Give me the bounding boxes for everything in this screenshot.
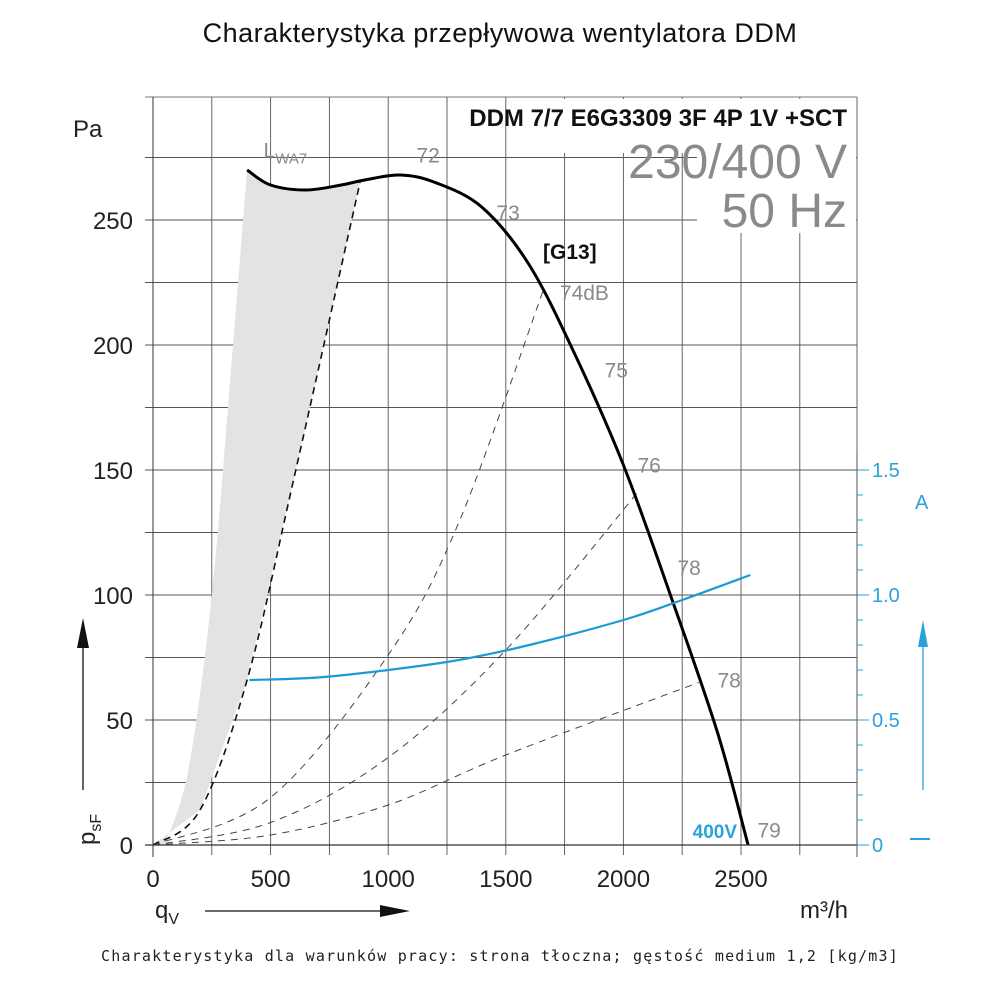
x-unit-label: m³/h (800, 897, 848, 924)
x-axis-label: qV (155, 897, 179, 928)
y2-tick-label: 0.5 (872, 710, 900, 732)
voltage-label: 230/400 V (628, 136, 847, 189)
y2-tick-label: 1.0 (872, 585, 900, 607)
sound-level-label: 72 (416, 145, 439, 168)
y-tick-label: 250 (93, 208, 133, 235)
system-curves (152, 182, 699, 846)
y2-tick-label: 1.5 (872, 460, 900, 482)
current-curve-line (249, 573, 751, 682)
y-axis-symbol: p (74, 832, 101, 845)
sound-level-text: 74dB (560, 282, 609, 305)
y-tick-label: 50 (106, 708, 133, 735)
sound-level-text: 76 (638, 455, 661, 478)
sound-level-label: 78 (717, 670, 740, 693)
y-tick-label: 0 (120, 833, 133, 860)
system-curve-line (152, 492, 638, 846)
y-axis-subscript: sF (88, 814, 105, 832)
chart-footnote: Charakterystyka dla warunków pracy: stro… (101, 947, 899, 965)
sound-level-text: L (264, 140, 276, 163)
sound-level-label: 76 (638, 455, 661, 478)
x-tick-label: 2000 (597, 866, 650, 893)
sound-level-text: 78 (677, 557, 700, 580)
label-backdrop (563, 99, 856, 153)
unstable-zone-area (153, 170, 360, 845)
sound-level-label: 78 (677, 557, 700, 580)
sound-level-text: 79 (757, 820, 780, 843)
y-tick-label: 150 (93, 458, 133, 485)
y-tick-label: 200 (93, 333, 133, 360)
sound-level-label: 79 (757, 820, 780, 843)
sound-level-text: 78 (717, 670, 740, 693)
chart-title: Charakterystyka przepływowa wentylatora … (202, 18, 798, 48)
sound-level-label: 73 (496, 202, 519, 225)
y2-tick-label: 0 (872, 835, 883, 857)
y-axis-label: psF (74, 814, 105, 845)
x-axis-subscript: V (168, 911, 179, 928)
x-tick-label: 1000 (362, 866, 415, 893)
sound-level-text: 72 (416, 145, 439, 168)
axes: 0 500 1000 1500 2000 250005010015020025000.51… (93, 97, 900, 893)
pressure-curve-line (246, 168, 750, 846)
voltage-tag-label: 400V (693, 822, 738, 843)
system-curve-line (152, 682, 699, 846)
x-tick-label: 1500 (479, 866, 532, 893)
y2-direction-arrow-icon (918, 620, 928, 647)
unstable-zone (153, 170, 360, 845)
sound-level-label: 74dB (560, 282, 609, 305)
y-tick-label: 100 (93, 583, 133, 610)
sound-level-subscript: WA7 (275, 151, 307, 168)
y-direction-arrow-icon (77, 618, 89, 648)
sound-level-text: 75 (605, 360, 628, 383)
system-curve-line (152, 289, 544, 846)
frequency-label: 50 Hz (722, 185, 847, 238)
curve-tag-label: [G13] (543, 241, 597, 264)
label-backdrop (697, 153, 856, 233)
x-tick-label: 0 (146, 866, 159, 893)
labels: DDM 7/7 E6G3309 3F 4P 1V +SCT 230/400 V … (73, 105, 930, 928)
x-axis-symbol: q (155, 897, 168, 924)
sound-level-label: 75 (605, 360, 628, 383)
y-unit-label: Pa (73, 116, 103, 143)
sound-level-text: 73 (496, 202, 519, 225)
x-tick-label: 500 (251, 866, 291, 893)
x-direction-arrow-icon (380, 905, 410, 917)
sound-level-label: LWA7 (264, 140, 308, 168)
y2-unit-label: A (915, 492, 929, 514)
x-unit-text: m³/h (800, 897, 848, 924)
model-label: DDM 7/7 E6G3309 3F 4P 1V +SCT (469, 105, 847, 132)
x-tick-label: 2500 (714, 866, 767, 893)
